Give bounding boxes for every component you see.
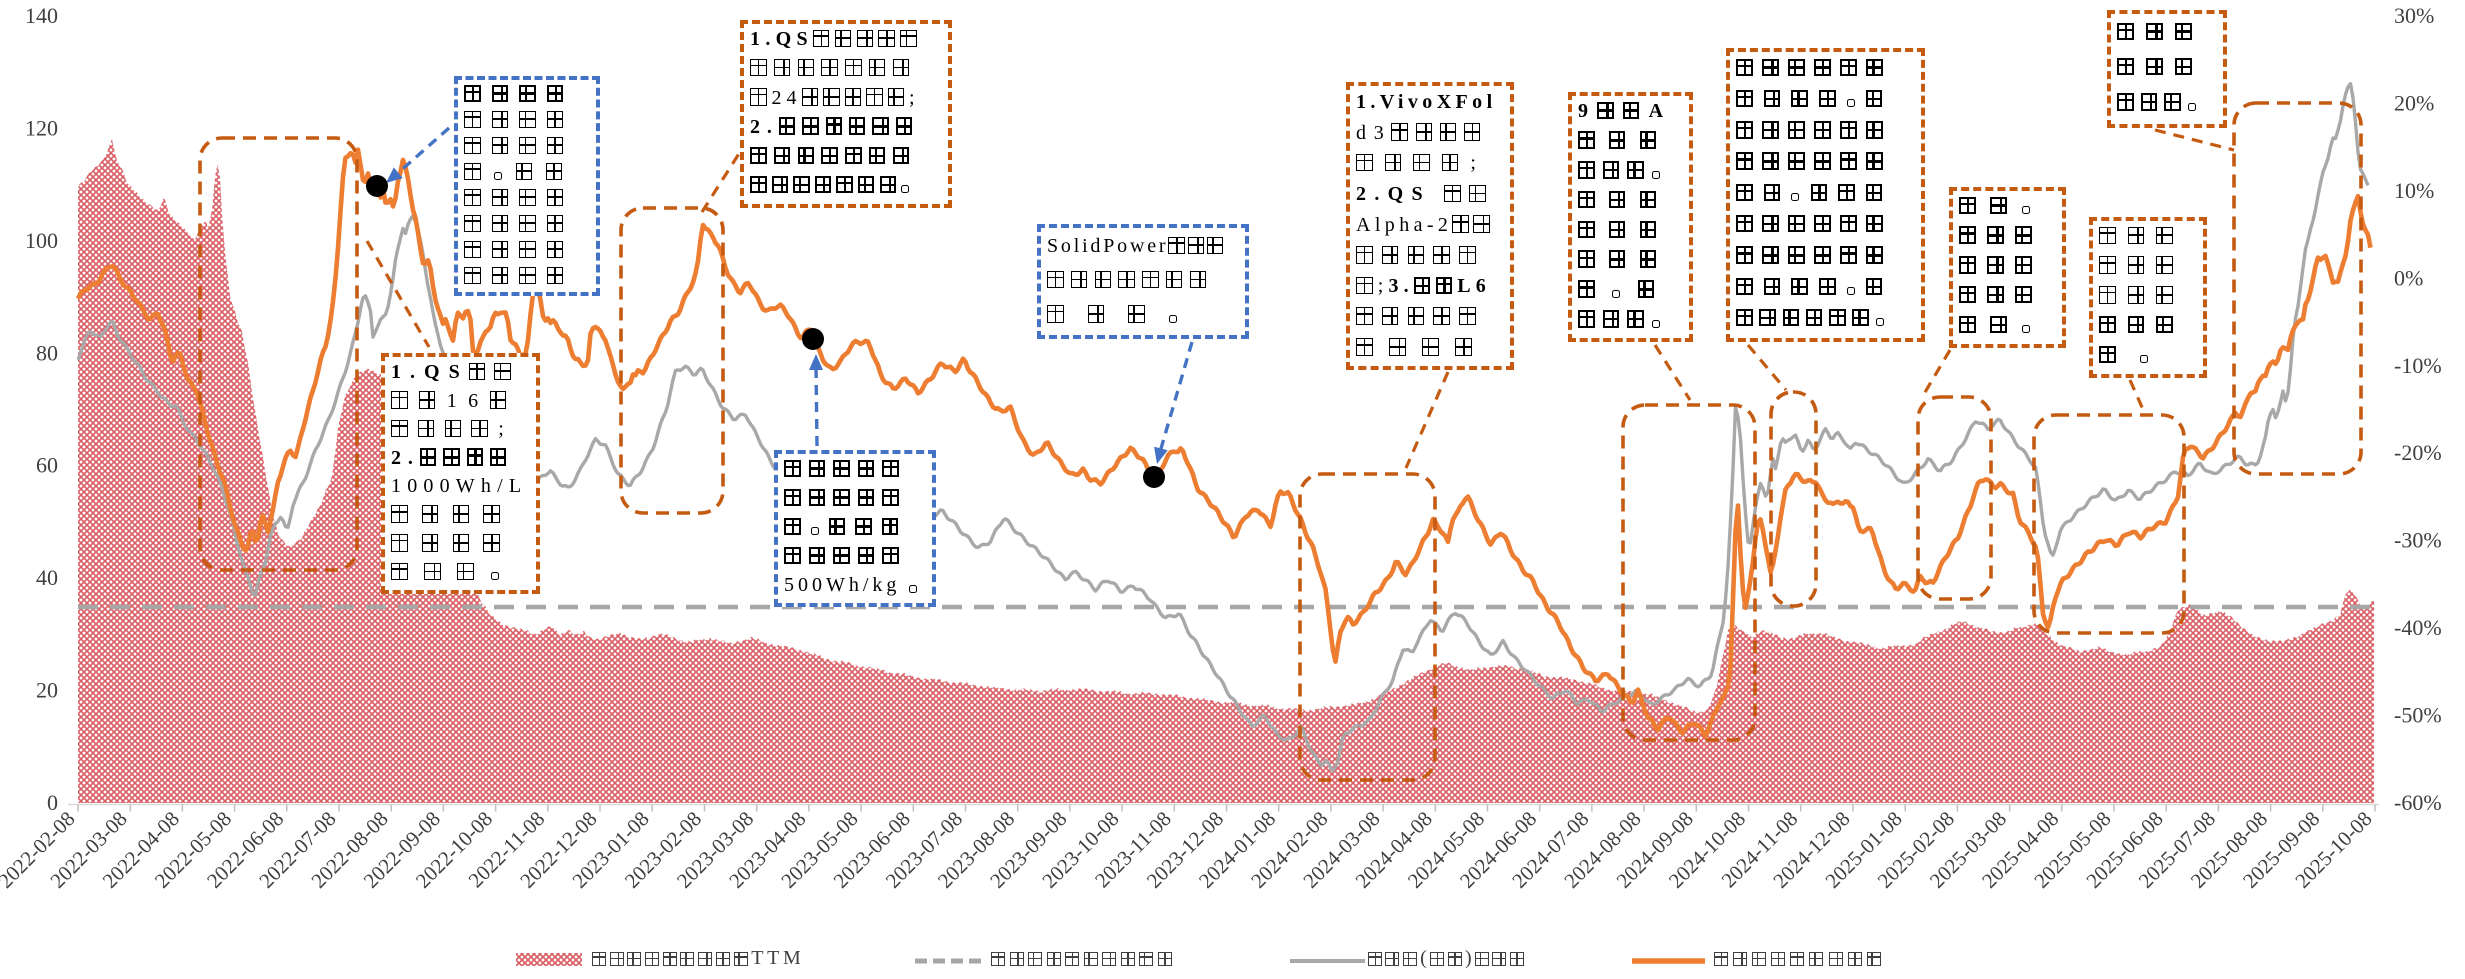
svg-text:-30%: -30% <box>2394 528 2442 553</box>
svg-text:40: 40 <box>36 565 58 590</box>
svg-text:60: 60 <box>36 453 58 478</box>
svg-text:30%: 30% <box>2394 3 2434 28</box>
svg-text:-60%: -60% <box>2394 790 2442 815</box>
svg-text:10%: 10% <box>2394 178 2434 203</box>
svg-text:-50%: -50% <box>2394 703 2442 728</box>
svg-text:20%: 20% <box>2394 90 2434 115</box>
svg-text:80: 80 <box>36 340 58 365</box>
svg-text:-10%: -10% <box>2394 353 2442 378</box>
svg-text:140: 140 <box>25 3 58 28</box>
svg-text:100: 100 <box>25 228 58 253</box>
svg-text:0: 0 <box>47 790 58 815</box>
svg-text:20: 20 <box>36 678 58 703</box>
svg-text:-20%: -20% <box>2394 440 2442 465</box>
svg-text:0%: 0% <box>2394 265 2423 290</box>
svg-text:-40%: -40% <box>2394 615 2442 640</box>
svg-text:120: 120 <box>25 115 58 140</box>
